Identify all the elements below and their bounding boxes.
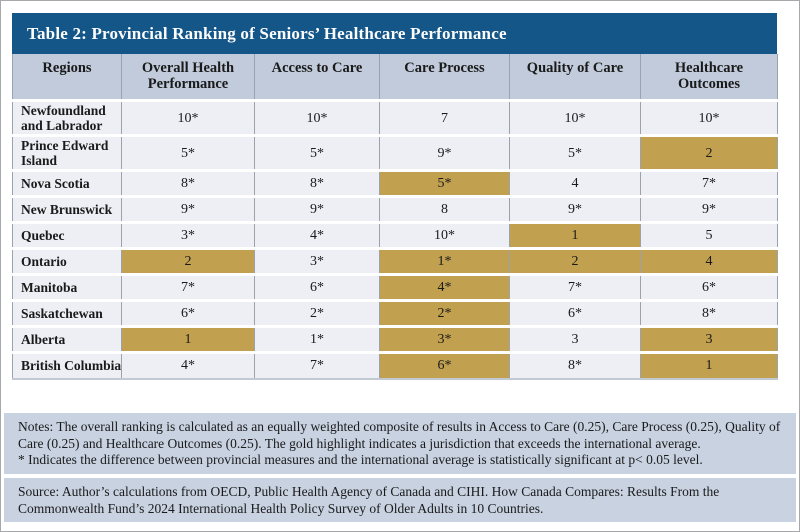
- notes-box: Notes: The overall ranking is calculated…: [4, 413, 796, 474]
- rank-cell-gold: 2: [121, 248, 255, 275]
- rank-cell: 10*: [121, 100, 255, 136]
- rank-cell-gold: 4: [640, 248, 778, 275]
- rank-cell-gold: 2: [509, 248, 641, 275]
- rank-cell: 10*: [379, 222, 510, 249]
- rank-cell-gold: 5*: [379, 170, 510, 197]
- column-header-healthcare-outcomes: Healthcare Outcomes: [640, 54, 778, 101]
- column-header-care-process: Care Process: [379, 54, 510, 101]
- rank-cell: 10*: [509, 100, 641, 136]
- source-text: Source: Author’s calculations from OECD,…: [18, 484, 720, 516]
- rank-cell: 8*: [254, 170, 380, 197]
- rank-cell: 4*: [254, 222, 380, 249]
- rank-cell: 7*: [121, 274, 255, 301]
- rank-cell: 6*: [640, 274, 778, 301]
- rank-cell: 8*: [121, 170, 255, 197]
- rank-cell: 3*: [254, 248, 380, 275]
- rank-cell-gold: 1*: [379, 248, 510, 275]
- column-header-regions: Regions: [12, 54, 122, 101]
- rank-cell: 9*: [254, 196, 380, 223]
- rank-cell-gold: 1: [509, 222, 641, 249]
- table-row: Alberta 1 1* 3* 3 3: [12, 326, 778, 353]
- rank-cell: 4: [509, 170, 641, 197]
- rank-cell: 7*: [509, 274, 641, 301]
- source-box: Source: Author’s calculations from OECD,…: [4, 478, 796, 522]
- ranking-table: Regions Overall Health Performance Acces…: [12, 54, 778, 380]
- region-cell: New Brunswick: [12, 196, 122, 223]
- notes-asterisk-text: * Indicates the difference between provi…: [18, 452, 703, 467]
- rank-cell: 9*: [379, 135, 510, 171]
- table-row: Nova Scotia 8* 8* 5* 4 7*: [12, 170, 778, 197]
- rank-cell-gold: 3: [640, 326, 778, 353]
- table-row: Prince Edward Island 5* 5* 9* 5* 2: [12, 135, 778, 171]
- table-row: Saskatchewan 6* 2* 2* 6* 8*: [12, 300, 778, 327]
- region-cell: Newfoundland and Labrador: [12, 100, 122, 136]
- rank-cell: 1*: [254, 326, 380, 353]
- column-header-access-to-care: Access to Care: [254, 54, 380, 101]
- rank-cell: 7*: [254, 352, 380, 379]
- rank-cell: 3*: [121, 222, 255, 249]
- rank-cell: 5*: [509, 135, 641, 171]
- column-header-overall-health-performance: Overall Health Performance: [121, 54, 255, 101]
- rank-cell: 9*: [509, 196, 641, 223]
- region-cell: Alberta: [12, 326, 122, 353]
- rank-cell: 5*: [121, 135, 255, 171]
- region-cell: British Columbia: [12, 352, 122, 379]
- column-header-quality-of-care: Quality of Care: [509, 54, 641, 101]
- table-title-bar: Table 2: Provincial Ranking of Seniors’ …: [12, 13, 777, 54]
- table-row: Quebec 3* 4* 10* 1 5: [12, 222, 778, 249]
- rank-cell: 10*: [254, 100, 380, 136]
- rank-cell: 6*: [254, 274, 380, 301]
- rank-cell-gold: 4*: [379, 274, 510, 301]
- rank-cell-gold: 2: [640, 135, 778, 171]
- rank-cell: 8*: [640, 300, 778, 327]
- rank-cell: 9*: [121, 196, 255, 223]
- rank-cell: 10*: [640, 100, 778, 136]
- rank-cell: 2*: [254, 300, 380, 327]
- rank-cell-gold: 2*: [379, 300, 510, 327]
- rank-cell: 5: [640, 222, 778, 249]
- rank-cell: 4*: [121, 352, 255, 379]
- rank-cell: 5*: [254, 135, 380, 171]
- rank-cell: 8: [379, 196, 510, 223]
- rank-cell: 9*: [640, 196, 778, 223]
- region-cell: Manitoba: [12, 274, 122, 301]
- header-row: Regions Overall Health Performance Acces…: [12, 54, 778, 101]
- rank-cell-gold: 3*: [379, 326, 510, 353]
- region-cell: Nova Scotia: [12, 170, 122, 197]
- notes-text: Notes: The overall ranking is calculated…: [18, 419, 781, 451]
- rank-cell: 3: [509, 326, 641, 353]
- region-cell: Saskatchewan: [12, 300, 122, 327]
- rank-cell: 7*: [640, 170, 778, 197]
- rank-cell-gold: 1: [640, 352, 778, 379]
- rank-cell-gold: 6*: [379, 352, 510, 379]
- table-body: Newfoundland and Labrador 10* 10* 7 10* 10* Pr…: [12, 100, 778, 379]
- table-row: British Columbia 4* 7* 6* 8* 1: [12, 352, 778, 379]
- table-row: Newfoundland and Labrador 10* 10* 7 10* 10*: [12, 100, 778, 136]
- rank-cell: 8*: [509, 352, 641, 379]
- rank-cell: 6*: [121, 300, 255, 327]
- table-row: Manitoba 7* 6* 4* 7* 6*: [12, 274, 778, 301]
- region-cell: Quebec: [12, 222, 122, 249]
- table-title: Table 2: Provincial Ranking of Seniors’ …: [27, 23, 507, 43]
- table-row: New Brunswick 9* 9* 8 9* 9*: [12, 196, 778, 223]
- region-cell: Ontario: [12, 248, 122, 275]
- table-row: Ontario 2 3* 1* 2 4: [12, 248, 778, 275]
- rank-cell: 6*: [509, 300, 641, 327]
- rank-cell: 7: [379, 100, 510, 136]
- rank-cell-gold: 1: [121, 326, 255, 353]
- region-cell: Prince Edward Island: [12, 135, 122, 171]
